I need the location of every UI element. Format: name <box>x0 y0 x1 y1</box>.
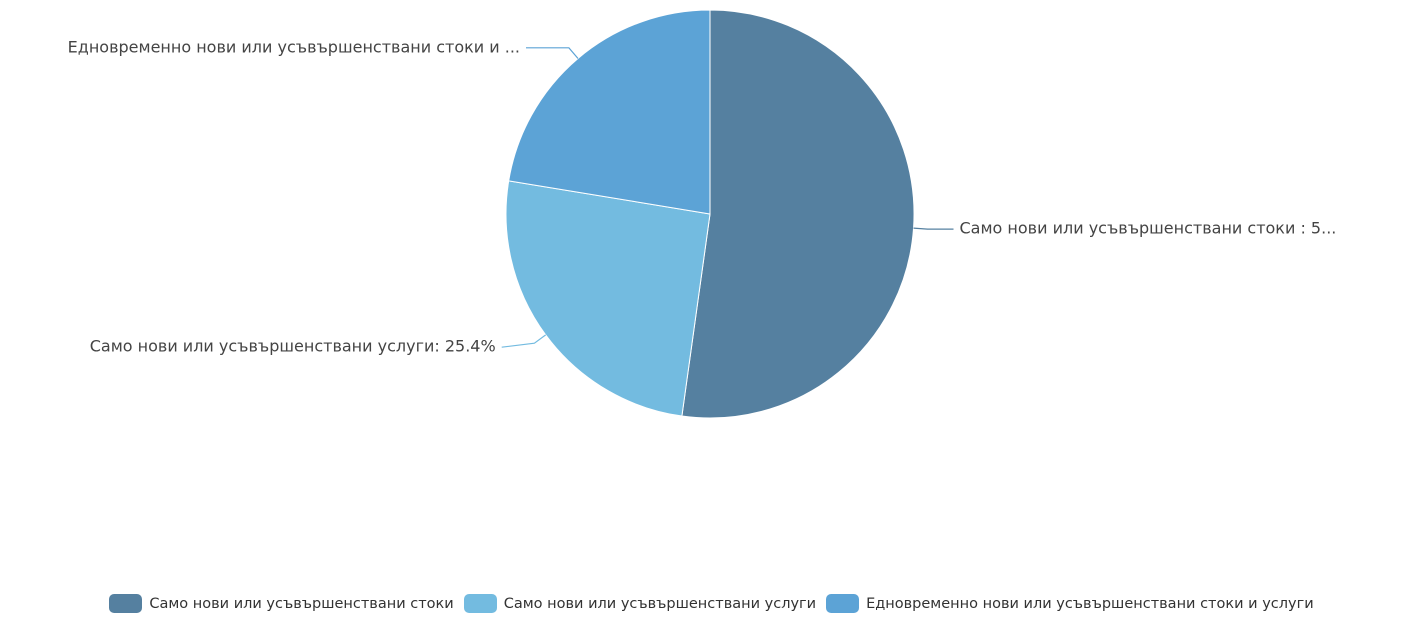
legend-item-goods-and-services[interactable]: Едновременно нови или усъвършенствани ст… <box>826 594 1314 613</box>
connector-services <box>501 334 547 348</box>
legend-swatch-services <box>463 594 497 613</box>
legend-label-goods-and-services: Едновременно нови или усъвършенствани ст… <box>866 595 1314 612</box>
connector-goods <box>913 227 954 230</box>
legend-label-services: Само нови или усъвършенствани услуги <box>503 595 817 612</box>
legend-label-goods: Само нови или усъвършенствани стоки <box>149 595 454 612</box>
legend-swatch-goods-and-services <box>826 594 860 613</box>
data-label-goods: Само нови или усъвършенствани стоки : 5.… <box>960 219 1337 238</box>
label-connectors <box>501 47 954 348</box>
pie-slice-goods[interactable] <box>681 9 915 419</box>
pie-slice-services[interactable] <box>505 180 711 417</box>
data-label-services: Само нови или усъвършенствани услуги: 25… <box>90 337 496 356</box>
pie-slice-goods-and-services[interactable] <box>508 9 711 215</box>
legend-item-services[interactable]: Само нови или усъвършенствани услуги <box>463 594 817 613</box>
chart-legend: Само нови или усъвършенствани стоки Само… <box>0 594 1423 613</box>
connector-goods-and-services <box>526 47 579 59</box>
pie-slices <box>505 9 915 419</box>
data-label-goods-and-services: Едновременно нови или усъвършенствани ст… <box>68 37 520 56</box>
legend-swatch-goods <box>109 594 143 613</box>
data-labels: Само нови или усъвършенствани стоки : 5.… <box>68 37 1337 355</box>
legend-item-goods[interactable]: Само нови или усъвършенствани стоки <box>109 594 454 613</box>
